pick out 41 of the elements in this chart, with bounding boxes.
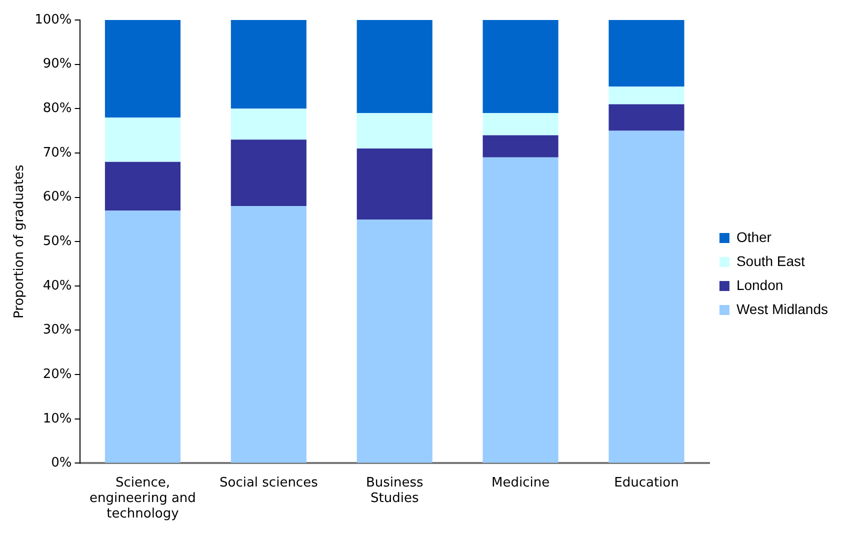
y-tick-label: 90% (42, 56, 72, 72)
x-tick-label: Education (614, 475, 679, 490)
bar (608, 104, 684, 131)
y-tick-label: 40% (42, 278, 72, 294)
bar (230, 20, 306, 109)
bar (230, 108, 306, 140)
legend-label: London (736, 276, 784, 293)
y-tick-label: 80% (42, 101, 72, 116)
legend-label: West Midlands (736, 300, 828, 317)
y-tick-label: 0% (51, 456, 72, 471)
bar (356, 113, 432, 149)
bar (356, 219, 432, 463)
bar (608, 20, 684, 86)
bar (230, 206, 306, 463)
bar (356, 20, 432, 114)
y-axis-title: Proportion of graduates (12, 164, 28, 318)
bar (356, 148, 432, 220)
legend-label: South East (736, 252, 806, 269)
y-tick-label: 50% (42, 234, 72, 249)
bar (482, 157, 558, 463)
y-tick-label: 100% (34, 12, 72, 28)
x-tick-label: Business Studies (366, 475, 424, 506)
y-tick-label: 60% (42, 190, 72, 205)
bar (104, 210, 181, 463)
y-tick-label: 30% (42, 322, 72, 338)
bar (608, 86, 684, 104)
bar (482, 20, 558, 114)
legend-label: Other (736, 228, 772, 245)
bar (104, 118, 181, 162)
bar (104, 162, 181, 211)
bar (104, 20, 181, 118)
bar (230, 140, 306, 206)
x-tick-label: Science, engineering and technology (90, 475, 196, 522)
bar (482, 135, 558, 158)
x-tick-label: Medicine (492, 475, 550, 490)
x-tick-label: Social sciences (219, 475, 318, 490)
y-tick-label: 10% (42, 411, 72, 426)
y-tick-label: 20% (42, 366, 72, 382)
bar (608, 130, 684, 463)
bar (482, 113, 558, 136)
y-tick-label: 70% (42, 145, 72, 160)
